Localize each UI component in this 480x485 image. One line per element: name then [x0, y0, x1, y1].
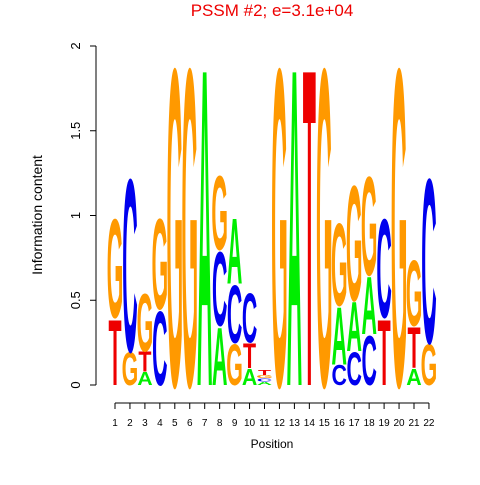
letter: C [242, 280, 257, 359]
x-tick-label: 9 [232, 418, 238, 429]
letter: G [316, 0, 333, 480]
letter: A [346, 289, 361, 368]
letter: G [406, 242, 423, 347]
x-tick-label: 22 [423, 418, 435, 429]
x-tick-label: 18 [364, 418, 376, 429]
letter: T [243, 338, 256, 377]
y-tick-label: 1 [68, 212, 83, 219]
x-tick-label: 21 [408, 418, 420, 429]
x-tick-label: 5 [172, 418, 178, 429]
y-tick-label: 2 [68, 42, 83, 49]
x-tick-label: 20 [393, 418, 405, 429]
letter: A [242, 364, 257, 390]
letter: G [122, 342, 139, 395]
x-tick-label: 7 [202, 418, 208, 429]
letter: G [181, 0, 198, 480]
y-axis-label: Information content [29, 155, 45, 275]
letter: G [107, 191, 124, 348]
x-tick-label: 6 [187, 418, 193, 429]
chart-title: PSSM #2; e=3.1e+04 [191, 1, 354, 20]
letter: T [303, 0, 316, 480]
x-tick-label: 11 [259, 418, 270, 429]
x-tick-label: 2 [127, 418, 133, 429]
letter: A [332, 291, 347, 383]
x-tick-label: 3 [142, 418, 148, 429]
x-tick-label: 4 [157, 418, 163, 429]
letter: G [361, 149, 378, 306]
letter: C [421, 131, 436, 393]
letter: G [226, 333, 243, 398]
letter: C [257, 378, 272, 383]
x-tick-label: 19 [379, 418, 391, 429]
letter: G [331, 198, 348, 330]
y-tick-label: 1.5 [68, 122, 83, 140]
x-tick-label: 8 [217, 418, 223, 429]
x-tick-label: 14 [304, 418, 316, 429]
letter: C [122, 128, 137, 404]
letter: T [138, 347, 152, 379]
letter: G [346, 152, 363, 336]
x-tick-label: 1 [112, 418, 118, 429]
letter: G [152, 192, 169, 337]
letter: A [287, 0, 302, 480]
x-tick-label: 17 [349, 418, 361, 429]
letter: C [152, 291, 167, 409]
letter: C [332, 360, 347, 392]
y-tick-label: 0.5 [68, 291, 83, 309]
letter: A [361, 260, 376, 352]
x-tick-label: 13 [289, 418, 301, 429]
x-tick-label: 12 [274, 418, 286, 429]
letter: A [212, 311, 227, 403]
letter: C [361, 323, 376, 402]
letter: A [137, 369, 152, 390]
x-tick-label: 10 [244, 418, 256, 429]
letter: T [108, 301, 121, 406]
letter: A [257, 381, 272, 386]
letter: G [421, 333, 438, 398]
letter: C [376, 191, 391, 348]
letter: C [227, 269, 242, 361]
letter: A [197, 0, 212, 480]
letter: G [166, 0, 183, 480]
letter: C [346, 342, 361, 395]
letter: G [137, 277, 154, 369]
letter: C [212, 231, 227, 349]
x-tick-label: 16 [334, 418, 346, 429]
x-axis-label: Position [251, 437, 294, 451]
letter: T [258, 369, 271, 377]
y-tick-label: 0 [68, 381, 83, 388]
letter: G [391, 0, 408, 480]
letter: G [211, 155, 228, 273]
x-tick-label: 15 [319, 418, 331, 429]
letter: A [227, 199, 242, 304]
letter: G [256, 374, 273, 379]
letter: A [406, 364, 421, 390]
letter: G [271, 0, 288, 480]
letter: T [378, 301, 391, 406]
letter: T [407, 316, 420, 381]
